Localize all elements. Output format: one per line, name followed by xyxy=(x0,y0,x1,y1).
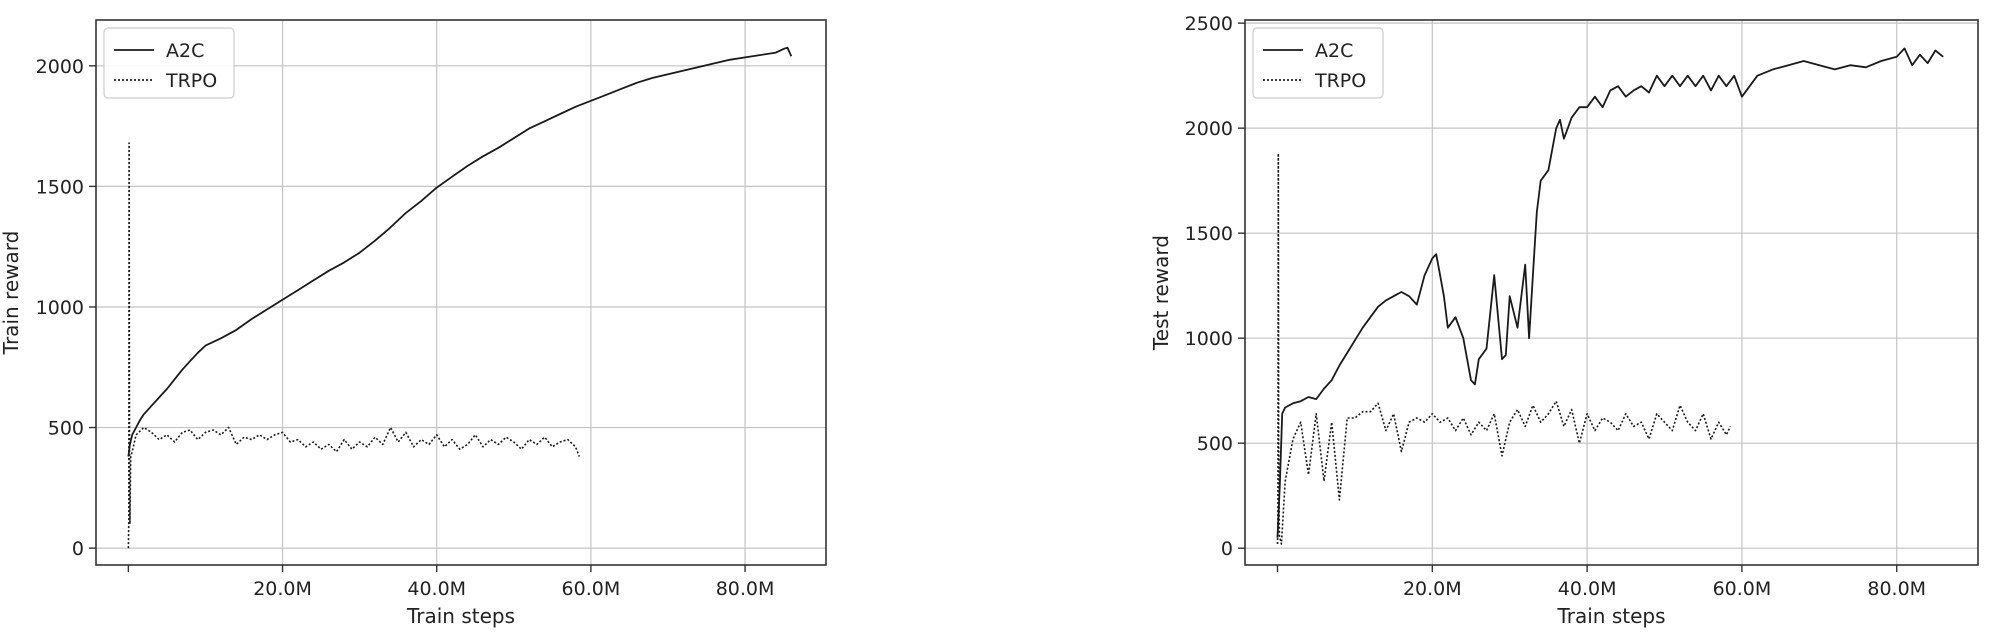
test-reward-x-tick-label: 20.0M xyxy=(1403,578,1462,600)
test-reward-y-tick-label: 1500 xyxy=(1185,223,1233,245)
test-reward-x-axis-label: Train steps xyxy=(1556,604,1665,628)
train-reward-series-trpo-line xyxy=(127,142,581,549)
test-reward-chart: 20.0M 40.0M 60.0M 80.0M 0 500 1000 1500 2000 2500… xyxy=(1149,13,1979,628)
train-reward-y-tick-label: 1000 xyxy=(36,297,84,319)
test-reward-y-axis-label: Test reward xyxy=(1149,235,1173,351)
train-reward-legend-label-trpo: TRPO xyxy=(165,70,217,92)
train-reward-plot-frame xyxy=(95,19,827,566)
train-reward-y-tick-label: 1500 xyxy=(36,176,84,198)
test-reward-legend-label-a2c: A2C xyxy=(1315,40,1353,62)
test-reward-x-tick-label: 60.0M xyxy=(1713,578,1772,600)
test-reward-y-tick-label: 0 xyxy=(1221,538,1233,560)
train-reward-legend-box xyxy=(103,27,235,99)
test-reward-series-trpo-line xyxy=(1276,152,1732,545)
test-reward-series-a2c-line xyxy=(1276,47,1944,538)
test-reward-y-tick-label: 1000 xyxy=(1185,328,1233,350)
train-reward-series-a2c-line xyxy=(127,46,793,457)
train-reward-x-tick-label: 40.0M xyxy=(407,578,466,600)
test-reward-legend-label-trpo: TRPO xyxy=(1314,70,1366,92)
train-reward-x-tick-label: 60.0M xyxy=(562,578,621,600)
test-reward-y-tick-label: 500 xyxy=(1197,433,1233,455)
test-reward-plot-frame xyxy=(1244,19,1979,566)
train-reward-y-tick-label: 500 xyxy=(48,418,84,440)
train-reward-x-axis-label: Train steps xyxy=(406,604,515,628)
train-reward-y-tick-label: 0 xyxy=(72,538,84,560)
test-reward-x-tick-label: 40.0M xyxy=(1558,578,1617,600)
train-reward-legend-label-a2c: A2C xyxy=(166,40,204,62)
train-reward-y-axis-label: Train reward xyxy=(0,231,23,356)
test-reward-y-tick-label: 2500 xyxy=(1185,13,1233,35)
train-reward-x-tick-label: 20.0M xyxy=(253,578,312,600)
train-reward-x-tick-label: 80.0M xyxy=(716,578,775,600)
train-reward-chart: 20.0M 40.0M 60.0M 80.0M 0 500 1000 1500 2000 Trai… xyxy=(0,19,827,628)
test-reward-legend-box xyxy=(1252,27,1384,99)
test-reward-x-tick-label: 80.0M xyxy=(1867,578,1926,600)
test-reward-y-tick-label: 2000 xyxy=(1185,118,1233,140)
train-reward-y-tick-label: 2000 xyxy=(36,56,84,78)
